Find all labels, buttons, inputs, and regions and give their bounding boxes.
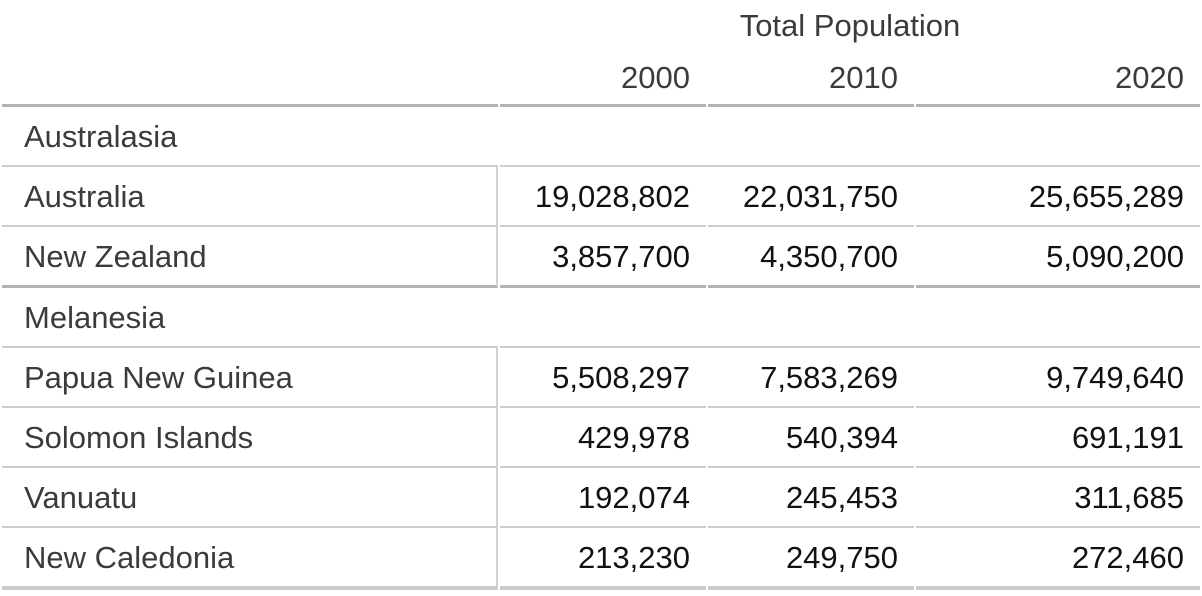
country-cell: Vanuatu xyxy=(2,468,498,528)
table-row: Solomon Islands 429,978 540,394 691,191 xyxy=(2,408,1200,468)
country-cell: New Caledonia xyxy=(2,528,498,590)
value-cell-2020: 9,749,640 xyxy=(916,348,1200,408)
country-cell: New Zealand xyxy=(2,227,498,288)
country-cell: Solomon Islands xyxy=(2,408,498,468)
value-cell-2000: 213,230 xyxy=(500,528,706,590)
value-cell-2010: 22,031,750 xyxy=(708,167,914,227)
title-spacer xyxy=(2,0,498,50)
table-row: New Caledonia 213,230 249,750 272,460 xyxy=(2,528,1200,590)
years-spacer xyxy=(2,50,498,107)
table-title: Total Population xyxy=(739,7,961,43)
table-row: Australia 19,028,802 22,031,750 25,655,289 xyxy=(2,167,1200,227)
value-cell-2000: 3,857,700 xyxy=(500,227,706,288)
value-cell-2000: 192,074 xyxy=(500,468,706,528)
value-cell-2000: 5,508,297 xyxy=(500,348,706,408)
value-cell-2000: 429,978 xyxy=(500,408,706,468)
year-header-2010: 2010 xyxy=(708,50,914,107)
value-cell-2010: 4,350,700 xyxy=(708,227,914,288)
value-cell-2020: 25,655,289 xyxy=(916,167,1200,227)
table-row: Vanuatu 192,074 245,453 311,685 xyxy=(2,468,1200,528)
section-row: Melanesia xyxy=(2,288,1200,348)
table-body: Australasia Australia 19,028,802 22,031,750… xyxy=(2,107,1200,590)
section-name-cell: Melanesia xyxy=(2,288,498,348)
title-row: Total Population xyxy=(2,0,1200,50)
table-row: New Zealand 3,857,700 4,350,700 5,090,200 xyxy=(2,227,1200,288)
value-cell-2010: 245,453 xyxy=(708,468,914,528)
section-row: Australasia xyxy=(2,107,1200,167)
value-cell-2010: 540,394 xyxy=(708,408,914,468)
value-cell-2020: 691,191 xyxy=(916,408,1200,468)
value-cell-2010: 249,750 xyxy=(708,528,914,590)
year-header-2020: 2020 xyxy=(916,50,1200,107)
value-cell-2000: 19,028,802 xyxy=(500,167,706,227)
section-spacer-cell xyxy=(500,288,1200,348)
years-row: 2000 2010 2020 xyxy=(2,50,1200,107)
section-spacer-cell xyxy=(500,107,1200,167)
value-cell-2020: 5,090,200 xyxy=(916,227,1200,288)
year-header-2000: 2000 xyxy=(500,50,706,107)
value-cell-2020: 272,460 xyxy=(916,528,1200,590)
country-cell: Papua New Guinea xyxy=(2,348,498,408)
section-name-cell: Australasia xyxy=(2,107,498,167)
country-cell: Australia xyxy=(2,167,498,227)
table-row: Papua New Guinea 5,508,297 7,583,269 9,749,… xyxy=(2,348,1200,408)
value-cell-2020: 311,685 xyxy=(916,468,1200,528)
table-header: Total Population 2000 2010 2020 xyxy=(2,0,1200,107)
value-cell-2010: 7,583,269 xyxy=(708,348,914,408)
